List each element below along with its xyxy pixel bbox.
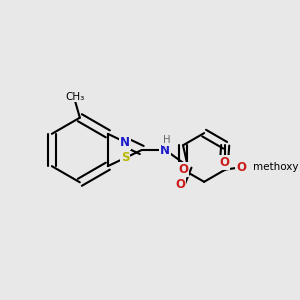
Text: O: O [175,178,185,191]
Text: N: N [120,136,130,148]
Text: CH₃: CH₃ [65,92,85,102]
Text: N: N [160,143,170,157]
Text: O: O [178,163,188,176]
Text: O: O [236,161,246,174]
Text: O: O [219,156,229,169]
Text: H: H [163,135,170,145]
Text: methoxy: methoxy [253,162,298,172]
Text: S: S [121,152,129,164]
